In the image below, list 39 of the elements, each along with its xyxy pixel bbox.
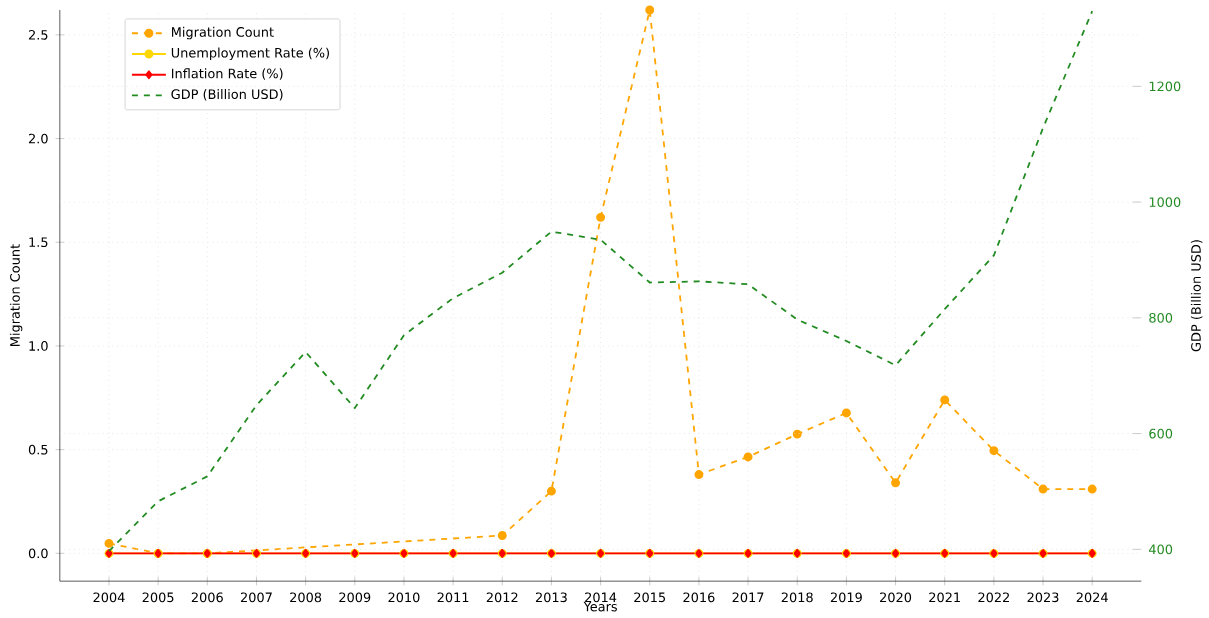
x-tick-label: 2014 — [585, 592, 617, 603]
x-tick-label: 2018 — [781, 592, 813, 603]
legend-label: GDP (Billion USD) — [171, 89, 283, 101]
y2-tick-label: 1000 — [1149, 197, 1181, 207]
y2-tick-label: 400 — [1149, 544, 1173, 555]
x-tick-label: 2015 — [634, 592, 666, 603]
y2-axis-title: GDP (Billion USD) — [1190, 240, 1203, 352]
legend-label: Inflation Rate (%) — [172, 68, 283, 80]
y2-tick-label: 600 — [1149, 428, 1173, 439]
x-tick-label: 2011 — [437, 592, 469, 603]
y-tick-label: 0.0 — [28, 548, 48, 559]
x-tick-label: 2007 — [240, 592, 272, 603]
legend-label: Unemployment Rate (%) — [171, 47, 329, 61]
y-tick-label: 2.0 — [28, 133, 48, 144]
x-tick-label: 2005 — [142, 592, 174, 603]
y2-tick-label: 1200 — [1149, 81, 1181, 92]
x-tick-label: 2017 — [732, 592, 764, 603]
x-tick-label: 2022 — [978, 592, 1009, 603]
x-axis-title: Years — [583, 601, 617, 612]
y-tick-label: 1.0 — [29, 341, 48, 351]
x-tick-label: 2008 — [290, 592, 322, 603]
y-axis-title: Migration Count — [9, 244, 23, 346]
x-tick-label: 2016 — [683, 592, 715, 603]
x-tick-label: 2006 — [191, 592, 223, 603]
legend-label: Migration Count — [172, 26, 274, 40]
y-tick-label: 0.5 — [28, 444, 48, 455]
y2-tick-label: 800 — [1149, 312, 1173, 323]
x-tick-label: 2010 — [388, 592, 420, 603]
x-tick-label: 2004 — [93, 592, 125, 603]
x-tick-label: 2013 — [535, 592, 567, 603]
x-tick-label: 2012 — [486, 592, 518, 603]
x-tick-label: 2020 — [880, 592, 912, 603]
y-tick-label: 2.5 — [28, 29, 48, 40]
y-tick-label: 1.5 — [29, 237, 48, 248]
x-tick-label: 2024 — [1076, 592, 1108, 603]
x-tick-label: 2021 — [929, 592, 960, 603]
x-tick-label: 2019 — [830, 592, 862, 603]
x-tick-label: 2023 — [1027, 592, 1059, 603]
x-tick-label: 2009 — [339, 592, 371, 603]
